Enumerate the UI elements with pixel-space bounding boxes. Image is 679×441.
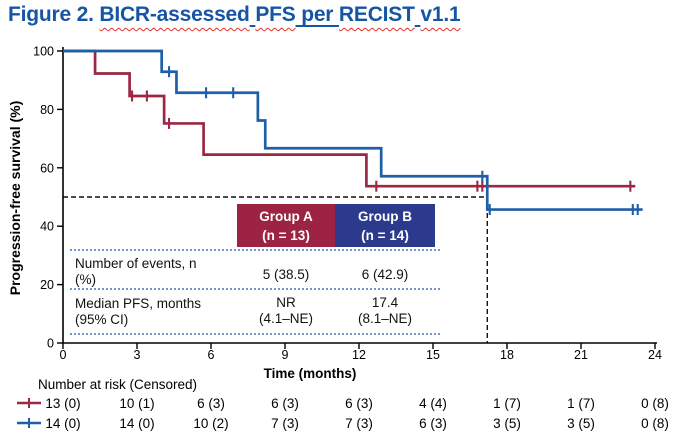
y-tick-label: 100	[33, 45, 54, 59]
stats-row-label-line: Number of events, n	[75, 256, 197, 271]
at-risk-value: 6 (3)	[197, 396, 225, 411]
at-risk-value: 13 (0)	[45, 396, 80, 411]
stats-value-median-group-b: 17.4 (8.1–NE)	[337, 295, 433, 327]
stats-row-label-median: Median PFS, months (95% CI)	[75, 296, 201, 327]
y-tick-label: 0	[47, 337, 54, 351]
stats-header-group-b: Group B (n = 14)	[335, 204, 435, 247]
stats-row-label-line: (%)	[75, 271, 96, 287]
km-curve-group-a	[63, 49, 636, 188]
title-segment: Figure 2.	[8, 3, 100, 26]
at-risk-value: 3 (5)	[493, 416, 521, 431]
at-risk-value: 7 (3)	[271, 416, 299, 431]
y-tick-label: 80	[40, 103, 54, 117]
stats-row-label-events: Number of events, n (%)	[75, 256, 197, 287]
table-divider	[70, 333, 440, 335]
at-risk-value: 10 (1)	[119, 396, 154, 411]
title-segment: PFS	[255, 3, 296, 26]
at-risk-value: 14 (0)	[45, 416, 80, 431]
at-risk-value: 0 (8)	[641, 396, 669, 411]
x-tick-label: 3	[134, 348, 141, 362]
title-segment: v1.1	[420, 3, 461, 26]
at-risk-value: 6 (3)	[345, 396, 373, 411]
stats-value-line: (4.1–NE)	[258, 311, 314, 326]
stats-value-median-group-a: NR (4.1–NE)	[238, 295, 334, 327]
x-tick-label: 6	[208, 348, 215, 362]
x-tick-label: 18	[500, 348, 514, 362]
table-divider	[70, 288, 440, 290]
number-at-risk-label: Number at risk (Censored)	[38, 377, 198, 392]
x-tick-label: 9	[282, 348, 289, 362]
stats-value-events-group-b: 6 (42.9)	[361, 267, 409, 282]
x-tick-label: 12	[352, 348, 366, 362]
stats-value-events-group-a: 5 (38.5)	[262, 267, 310, 282]
x-tick-label: 21	[574, 348, 588, 362]
y-axis-title: Progression-free survival (%)	[7, 100, 23, 296]
km-curve-group-b	[63, 49, 643, 211]
group-a-name: Group A	[259, 209, 313, 224]
figure-title: Figure 2. BICR-assessed PFS per RECIST v…	[8, 3, 461, 27]
at-risk-value: 3 (5)	[567, 416, 595, 431]
group-b-n: (n = 14)	[361, 228, 409, 243]
at-risk-value: 10 (2)	[193, 416, 228, 431]
at-risk-value: 14 (0)	[119, 416, 154, 431]
at-risk-value: 6 (3)	[419, 416, 447, 431]
stats-value-line: 17.4	[371, 295, 399, 310]
group-a-n: (n = 13)	[262, 228, 310, 243]
stats-header-group-a: Group A (n = 13)	[237, 204, 335, 247]
at-risk-value: 0 (8)	[641, 416, 669, 431]
stats-value-line: NR	[276, 295, 296, 310]
table-divider	[70, 249, 440, 251]
y-tick-label: 60	[40, 161, 54, 175]
group-b-name: Group B	[358, 209, 412, 224]
title-segment: BICR-assessed	[99, 3, 250, 26]
y-tick-label: 20	[40, 278, 54, 292]
x-tick-label: 24	[648, 348, 662, 362]
at-risk-value: 7 (3)	[345, 416, 373, 431]
title-segment: RECIST	[338, 3, 415, 26]
at-risk-value: 1 (7)	[567, 396, 595, 411]
stats-value-line: (8.1–NE)	[357, 311, 413, 326]
at-risk-value: 4 (4)	[419, 396, 447, 411]
x-tick-label: 0	[60, 348, 67, 362]
at-risk-value: 1 (7)	[493, 396, 521, 411]
x-tick-label: 15	[426, 348, 440, 362]
title-segment: per	[295, 3, 339, 26]
stats-row-label-line: (95% CI)	[75, 311, 129, 327]
stats-row-label-line: Median PFS, months	[75, 296, 202, 311]
y-tick-label: 40	[40, 220, 54, 234]
at-risk-value: 6 (3)	[271, 396, 299, 411]
x-axis-title: Time (months)	[263, 366, 357, 381]
